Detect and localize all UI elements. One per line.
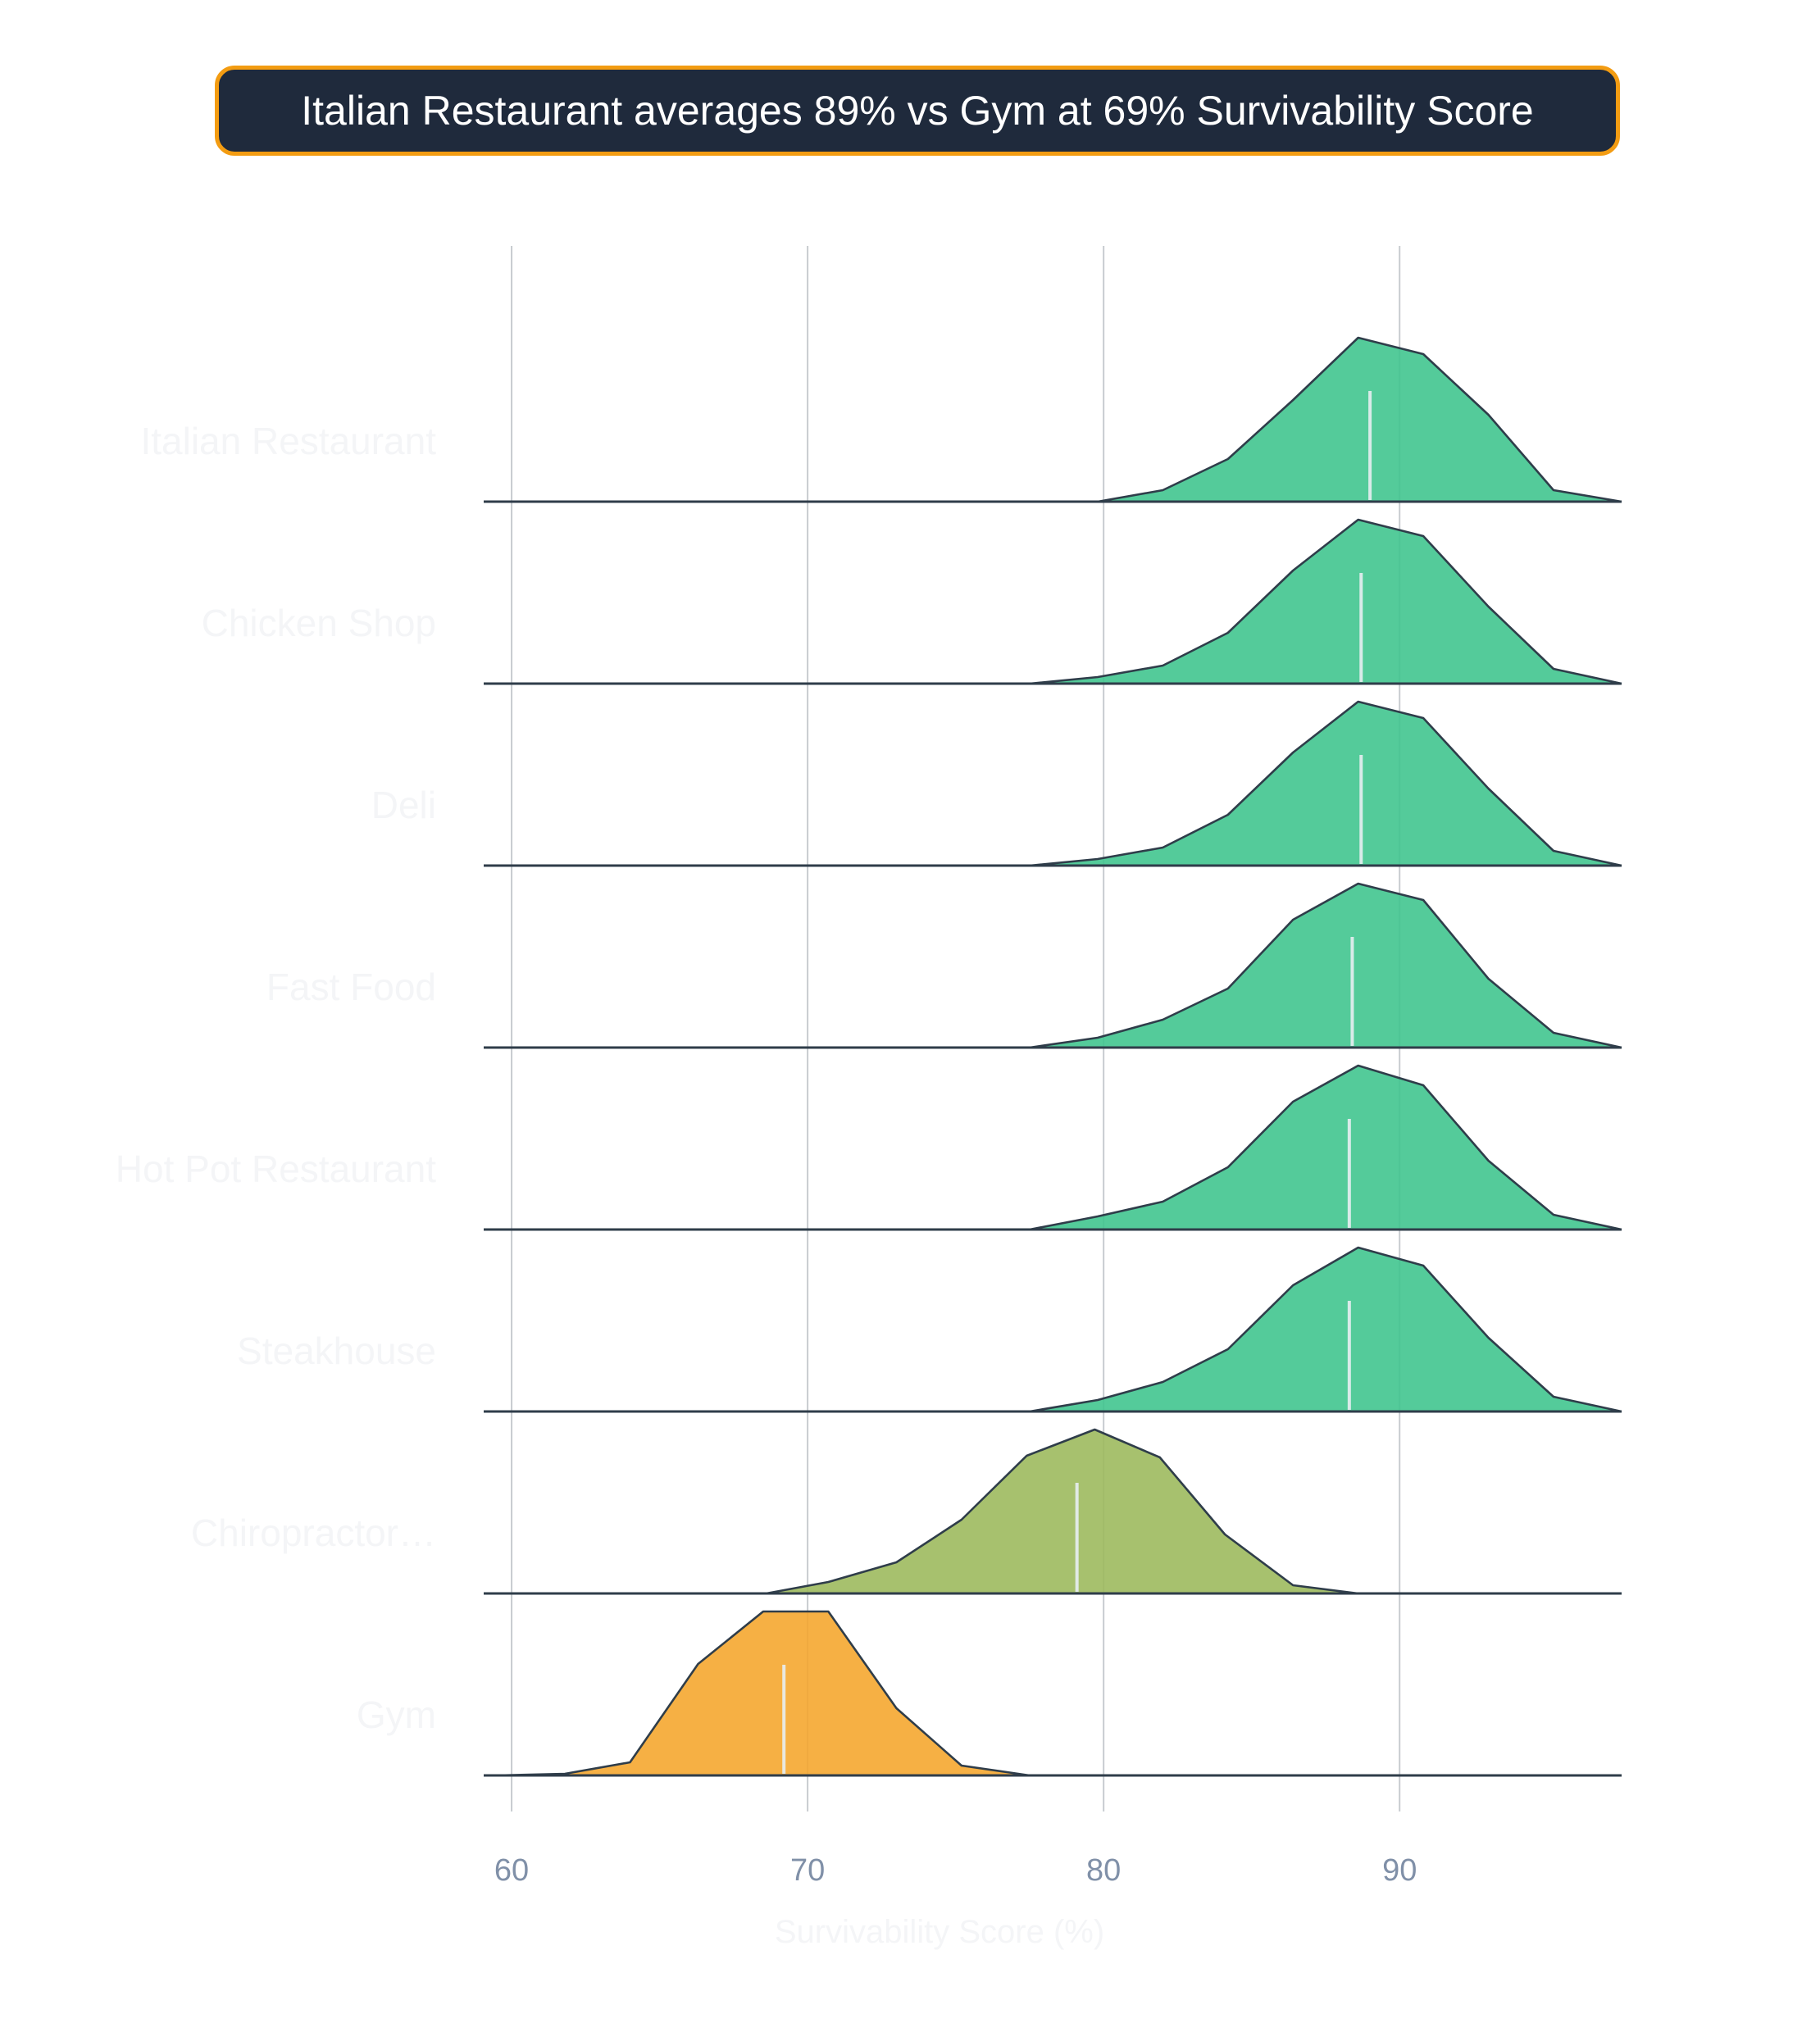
x-axis-title: Survivability Score (%) <box>775 1914 1104 1950</box>
ridge-area <box>1097 338 1622 502</box>
x-tick-label: 90 <box>1382 1853 1417 1888</box>
chart-title: Italian Restaurant averages 89% vs Gym a… <box>301 88 1534 134</box>
ridge-outline <box>1029 518 1622 685</box>
category-label: Chiropractor… <box>191 1511 436 1554</box>
ridge-area <box>1029 702 1622 866</box>
ridge-area <box>1029 1248 1622 1411</box>
category-label: Chicken Shop <box>202 602 436 644</box>
ridge-outline <box>1029 700 1622 867</box>
ridge-area <box>1029 1066 1622 1230</box>
category-label: Gym <box>357 1693 436 1736</box>
ridge-area <box>1029 884 1622 1048</box>
ridge-outline <box>1029 1064 1622 1231</box>
category-label: Deli <box>371 784 436 826</box>
ridge-area <box>766 1430 1358 1593</box>
x-tick-label: 70 <box>790 1853 825 1888</box>
ridge-outline <box>1097 336 1622 503</box>
category-label: Steakhouse <box>237 1330 436 1372</box>
x-tick-label: 60 <box>494 1853 529 1888</box>
ridge-area <box>1029 520 1622 684</box>
ridge-outline <box>496 1610 1031 1777</box>
x-tick-label: 80 <box>1086 1853 1121 1888</box>
category-label: Fast Food <box>266 966 436 1008</box>
category-label: Italian Restaurant <box>140 420 436 462</box>
ridge-area <box>497 1611 1030 1775</box>
ridge-outline <box>1029 1246 1622 1413</box>
ridge-outline <box>1029 882 1622 1049</box>
category-label: Hot Pot Restaurant <box>116 1148 436 1190</box>
chart-title-box: Italian Restaurant averages 89% vs Gym a… <box>215 66 1620 156</box>
ridge-outline <box>766 1428 1358 1595</box>
